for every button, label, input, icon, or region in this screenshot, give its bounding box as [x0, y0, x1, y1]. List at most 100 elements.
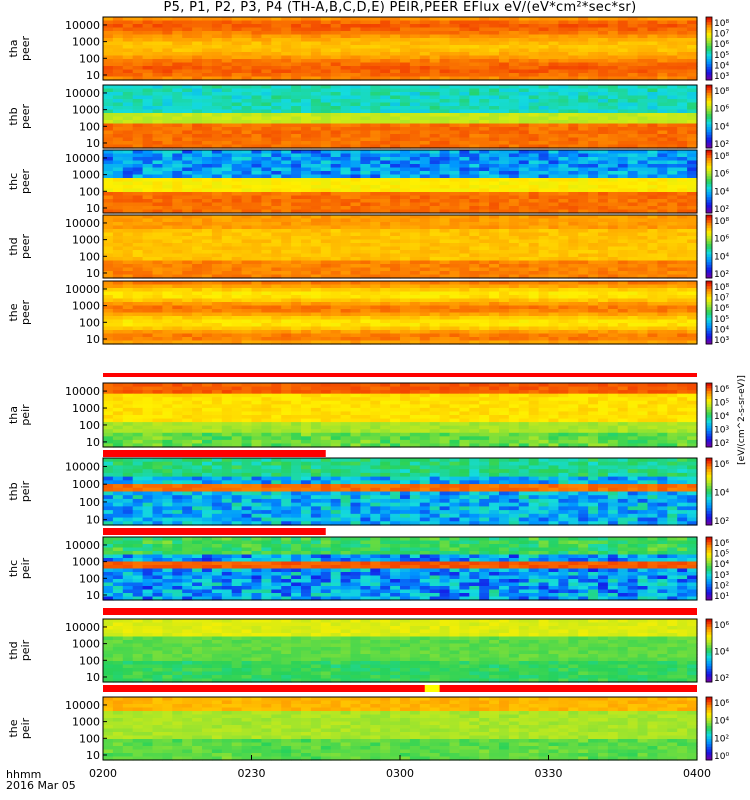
y-tick-label: 100 [79, 52, 100, 65]
mode-bar-segment [103, 450, 326, 457]
colorbar-tick-label: 10⁶ [714, 235, 729, 245]
panel-tha-peir: 10000 1000 100 10 tha peir 10⁶ 10⁵ 10⁴ 10³ 10² [7, 382, 729, 449]
y-tick-label: 100 [79, 120, 100, 133]
mode-bar-segment [424, 685, 440, 692]
y-tick-label: 100 [79, 250, 100, 263]
mode-bar [103, 528, 326, 535]
colorbar: 10⁶ 10⁴ 10² [705, 457, 729, 527]
colorbar-tick-label: 10² [714, 270, 729, 280]
colorbar-tick-label: 10² [714, 581, 729, 591]
y-axis-probe-label: thb [7, 482, 20, 500]
colorbar-tick-label: 10⁷ [714, 294, 729, 304]
y-axis-product-label: peer [19, 36, 32, 62]
y-axis-product-label: peer [19, 169, 32, 195]
y-axis-probe-label: thc [7, 173, 20, 190]
colorbar-tick-label: 10⁶ [714, 621, 729, 631]
colorbar-tick-label: 10⁵ [714, 399, 729, 409]
colorbar-tick-label: 10⁶ [714, 40, 729, 50]
panel-thc-peer: 10000 1000 100 10 thc peer 10⁸ 10⁶ 10⁴ 10² [7, 149, 729, 215]
y-tick-label: 10000 [65, 87, 100, 100]
y-axis-probe-label: thd [7, 237, 20, 255]
colorbar-tick-label: 10⁶ [714, 539, 729, 549]
y-tick-label: 10 [86, 267, 100, 280]
y-axis-probe-label: thb [7, 107, 20, 125]
y-tick-label: 100 [79, 572, 100, 585]
y-tick-label: 10000 [65, 217, 100, 230]
y-axis-product-label: peir [19, 557, 32, 579]
y-tick-label: 10 [86, 749, 100, 762]
colorbar-unit-label: [eV/(cm^2-s-sr-eV)] [737, 375, 747, 465]
y-axis-probe-label: tha [7, 406, 20, 424]
y-axis-probe-label: thc [7, 560, 20, 577]
date-label: 2016 Mar 05 [6, 779, 76, 792]
y-axis-product-label: peir [19, 404, 32, 426]
y-axis-product-label: peer [19, 234, 32, 260]
colorbar-tick-label: 10⁴ [714, 122, 729, 132]
y-tick-label: 10 [86, 589, 100, 602]
colorbar-tick-label: 10⁶ [714, 460, 729, 470]
y-tick-label: 10000 [65, 19, 100, 32]
y-axis-probe-label: the [7, 303, 20, 321]
colorbar-tick-label: 10⁶ [714, 170, 729, 180]
y-tick-label: 10 [86, 333, 100, 346]
x-tick-label: 0300 [386, 767, 414, 780]
time-format-label: hhmm [6, 768, 42, 781]
y-tick-label: 1000 [72, 478, 100, 491]
y-tick-label: 100 [79, 732, 100, 745]
panel-frame [102, 618, 698, 683]
y-tick-label: 1000 [72, 716, 100, 729]
y-tick-label: 10000 [65, 539, 100, 552]
chart-title: P5, P1, P2, P3, P4 (TH-A,B,C,D,E) PEIR,P… [163, 0, 637, 15]
colorbar-tick-label: 10⁶ [714, 105, 729, 115]
y-axis-probe-label: thd [7, 641, 20, 659]
panel-thb-peir: 10000 1000 100 10 thb peir 10⁶ 10⁴ 10² [7, 457, 729, 527]
panel-frame [102, 280, 698, 345]
mode-bar-segment [103, 608, 697, 615]
colorbar-tick-label: 10⁶ [714, 699, 729, 709]
y-tick-label: 10 [86, 436, 100, 449]
colorbar-tick-label: 10⁸ [714, 19, 729, 29]
panel-frame [102, 536, 698, 601]
colorbar-tick-label: 10² [714, 517, 729, 527]
panel-frame [102, 149, 698, 214]
colorbar-tick-label: 10⁶ [714, 304, 729, 314]
y-tick-label: 100 [79, 419, 100, 432]
mode-bar-segment [103, 685, 697, 692]
y-tick-label: 10 [86, 69, 100, 82]
panel-frame [102, 457, 698, 526]
y-tick-label: 10000 [65, 385, 100, 398]
y-axis-product-label: peir [19, 639, 32, 661]
y-tick-label: 1000 [72, 300, 100, 313]
colorbar-tick-label: 10³ [714, 426, 729, 436]
colorbar-tick-label: 10² [714, 734, 729, 744]
y-tick-label: 100 [79, 316, 100, 329]
colorbar-tick-label: 10⁴ [714, 717, 729, 727]
colorbar: 10⁸ 10⁶ 10⁴ 10² [705, 214, 729, 280]
panel-frame [102, 214, 698, 279]
colorbar-tick-label: 10⁶ [714, 385, 729, 395]
colorbar: 10⁸ 10⁶ 10⁴ 10² [705, 149, 729, 215]
colorbar: 10⁶ 10⁴ 10² [705, 618, 729, 684]
colorbar-tick-label: 10³ [714, 336, 729, 346]
panel-the-peir: 10000 1000 100 10 the peir 10⁶ 10⁴ 10² 10⁰ [7, 696, 729, 762]
y-tick-label: 1000 [72, 638, 100, 651]
y-tick-label: 100 [79, 654, 100, 667]
panel-thd-peer: 10000 1000 100 10 thd peer 10⁸ 10⁶ 10⁴ 10² [7, 214, 729, 280]
y-tick-label: 1000 [72, 169, 100, 182]
y-tick-label: 10000 [65, 460, 100, 473]
y-tick-label: 1000 [72, 402, 100, 415]
colorbar-tick-label: 10⁴ [714, 252, 729, 262]
mode-bar [103, 373, 697, 377]
y-axis-product-label: peer [19, 300, 32, 326]
y-axis-product-label: peir [19, 717, 32, 739]
y-tick-label: 10 [86, 671, 100, 684]
y-tick-label: 10 [86, 514, 100, 527]
y-tick-label: 10000 [65, 699, 100, 712]
y-tick-label: 10 [86, 137, 100, 150]
colorbar-tick-label: 10⁸ [714, 152, 729, 162]
colorbar-tick-label: 10⁸ [714, 283, 729, 293]
